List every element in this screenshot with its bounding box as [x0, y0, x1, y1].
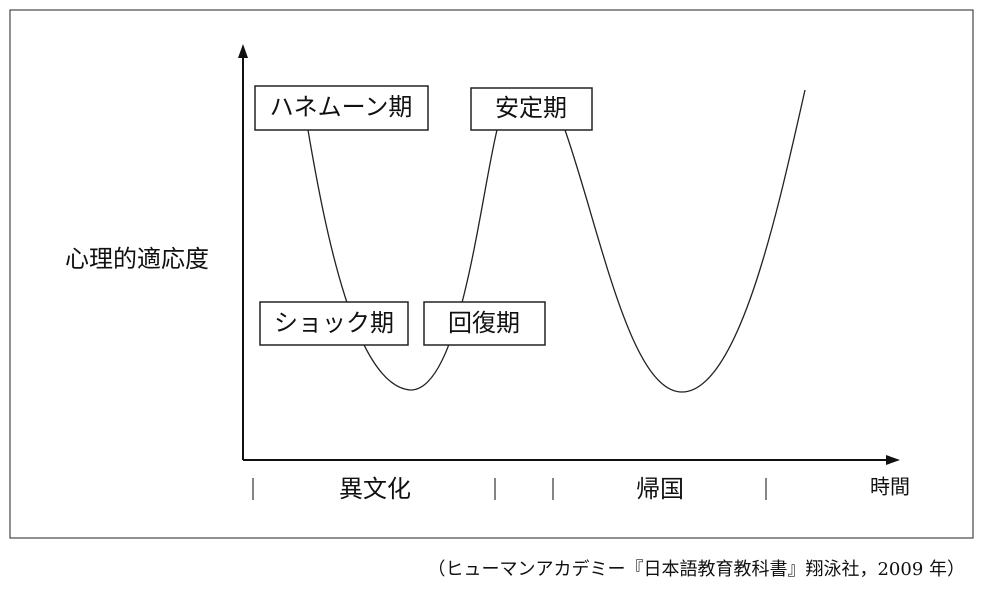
w-curve-1 — [307, 129, 498, 391]
phase-label: ハネムーン期 — [270, 93, 413, 121]
period-dividers — [252, 478, 767, 500]
caption: （ヒューマンアカデミー『日本語教育教科書』翔泳社，2009 年） — [427, 559, 965, 580]
phase-label: 回復期 — [448, 309, 520, 337]
phase-label: 安定期 — [495, 94, 567, 122]
phase-box — [254, 85, 429, 131]
phase-box — [423, 301, 546, 346]
phase-box — [259, 301, 409, 346]
x-axis-label: 時間 — [870, 475, 910, 499]
w-curve-2 — [564, 89, 806, 393]
y-arrow — [238, 44, 248, 58]
y-axis-label: 心理的適応度 — [65, 245, 209, 273]
period-label: 帰国 — [636, 475, 684, 503]
phase-box — [470, 87, 593, 131]
period-label: 異文化 — [339, 475, 411, 503]
x-arrow — [886, 455, 900, 465]
phase-label: ショック期 — [274, 309, 394, 337]
